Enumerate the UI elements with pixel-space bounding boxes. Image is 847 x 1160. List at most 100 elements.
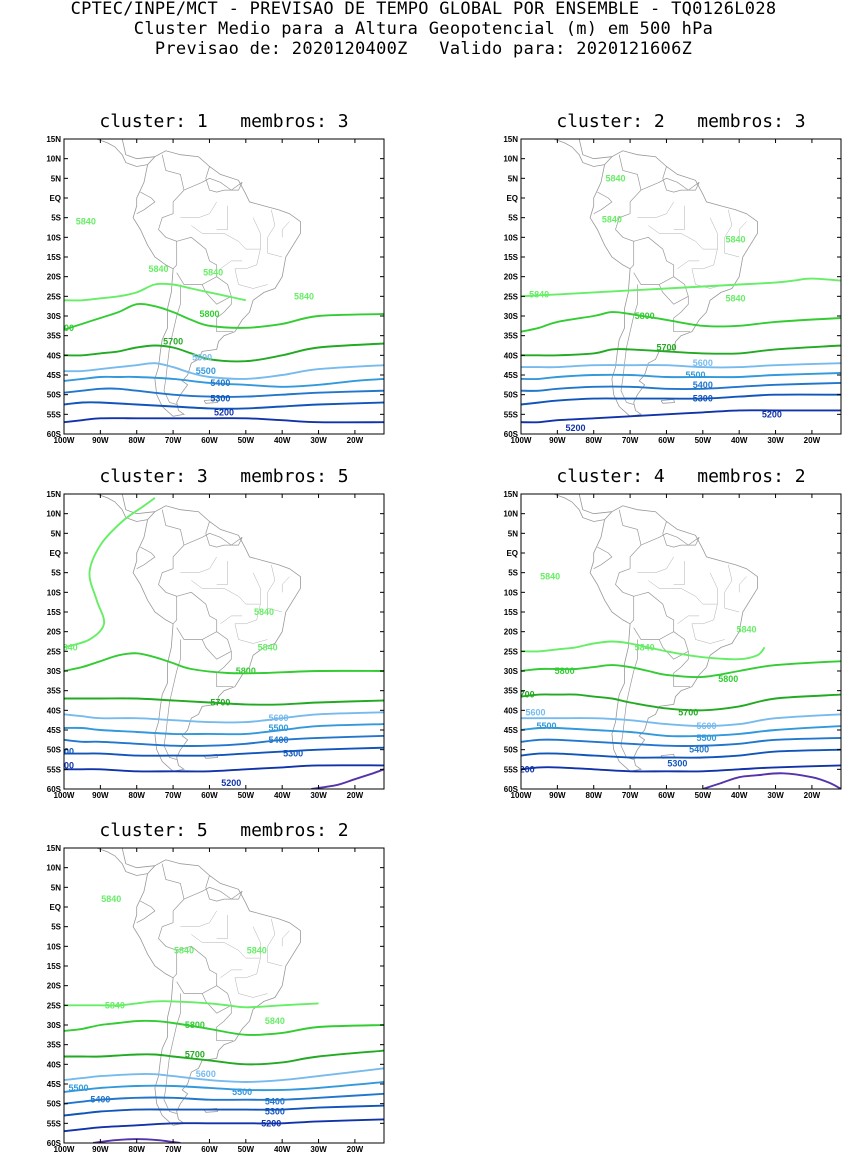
lat-tick-label: 5N [51,174,61,183]
contour-label: 5300 [693,394,713,404]
lat-tick-label: 10N [46,864,61,873]
contour-5840 [521,277,841,298]
country-border [615,568,635,625]
contour-5500 [64,1081,384,1093]
lat-tick-label: 15N [46,844,61,853]
lat-tick-label: 15N [503,135,518,144]
lon-tick-label: 20W [347,436,364,445]
country-border [593,546,613,570]
lat-tick-label: 20S [47,273,62,282]
lat-tick-label: 15S [504,253,519,262]
lat-tick-label: 20S [504,628,519,637]
contour-5840 [64,497,156,649]
contour-5700 [521,344,841,357]
contour-5100 [702,772,841,789]
coastline [120,494,155,515]
lat-tick-label: 25S [504,647,519,656]
map-cluster-4: 5840 5840 5840 5800 5800 5700 5700 5600 5600 5500… [503,490,842,800]
contour-label: 5600 [192,352,212,362]
lon-tick-label: 90W [92,1145,109,1154]
contour-5400 [64,734,384,747]
contour-label: 5200 [214,407,234,417]
lat-tick-label: 25S [47,1001,62,1010]
country-border [633,591,675,640]
lat-tick-label: 10S [47,942,62,951]
lat-tick-label: 35S [47,687,62,696]
lat-tick-label: 5S [51,214,61,223]
coastline [589,150,758,417]
state-border [267,918,283,967]
lon-tick-label: 80W [129,1145,146,1154]
lat-tick-label: 50S [504,746,519,755]
contour-5200 [64,764,384,773]
state-border [724,209,740,258]
country-border [158,922,178,979]
contour-label: 5200 [566,423,586,433]
state-border [191,580,210,589]
lat-tick-label: 5N [51,883,61,892]
contour-5500 [521,372,841,381]
contour-label: 5200 [54,760,74,770]
country-border [161,154,185,214]
state-border [209,588,261,605]
state-border [691,217,718,270]
map-frame [520,493,842,790]
panel-title: cluster: 1 membros: 3 [99,111,349,132]
map-cluster-5: 5840 5840 5840 5840 5840 5800 5700 5600 5500 5500… [46,844,385,1154]
country-border [620,639,638,760]
lat-tick-label: 20S [47,628,62,637]
coastline [203,398,219,404]
lon-tick-label: 30W [310,436,327,445]
country-border [673,651,691,688]
lat-tick-label: 30S [504,667,519,676]
coastline [552,139,605,167]
lon-tick-label: 40W [274,436,291,445]
contour-5700 [521,693,841,712]
contour-label: 5700 [515,690,535,700]
country-border [201,276,232,305]
lon-tick-label: 60W [201,436,218,445]
contour-label: 5840 [726,293,746,303]
country-border [176,236,218,285]
contour-5700 [64,1049,384,1066]
state-border [180,910,217,927]
lat-tick-label: 5S [51,569,61,578]
map-cluster-2: 5840 5840 5840 5840 5840 5800 5700 5600 55005400… [503,135,842,445]
contour-label: 5400 [90,1095,110,1105]
country-border [658,631,689,660]
contour-label: 5500 [69,1083,89,1093]
state-border [267,564,283,613]
contour-label: 5800 [185,1020,205,1030]
state-border [677,260,700,270]
state-border [673,560,685,585]
header-line-1: CPTEC/INPE/MCT - PREVISAO DE TEMPO GLOBA… [70,0,777,19]
contour-5800 [64,652,384,675]
state-border [216,914,228,939]
contour-label: 5200 [515,764,535,774]
contour-label: 5840 [635,642,655,652]
lat-tick-label: 15S [504,608,519,617]
lat-tick-label: 15S [47,253,62,262]
contour-5600 [64,711,384,724]
state-border [180,201,217,218]
state-border [191,934,210,943]
country-border [662,521,700,548]
map-frame [63,138,385,435]
lat-tick-label: 60S [47,785,62,794]
lon-tick-label: 50W [238,791,255,800]
country-border [201,631,232,660]
lat-tick-label: 10S [47,233,62,242]
lat-tick-label: 60S [47,1139,62,1148]
coastline [552,494,605,522]
lon-tick-label: 70W [165,436,182,445]
lon-tick-label: 100W [54,436,75,445]
state-border [666,588,718,605]
country-border [176,591,218,640]
state-border [637,201,674,218]
contour-5800 [521,311,841,333]
lon-tick-label: 30W [767,436,784,445]
lon-tick-label: 50W [695,791,712,800]
contour-5700 [64,697,384,706]
country-border [205,521,243,548]
country-border [673,296,691,333]
